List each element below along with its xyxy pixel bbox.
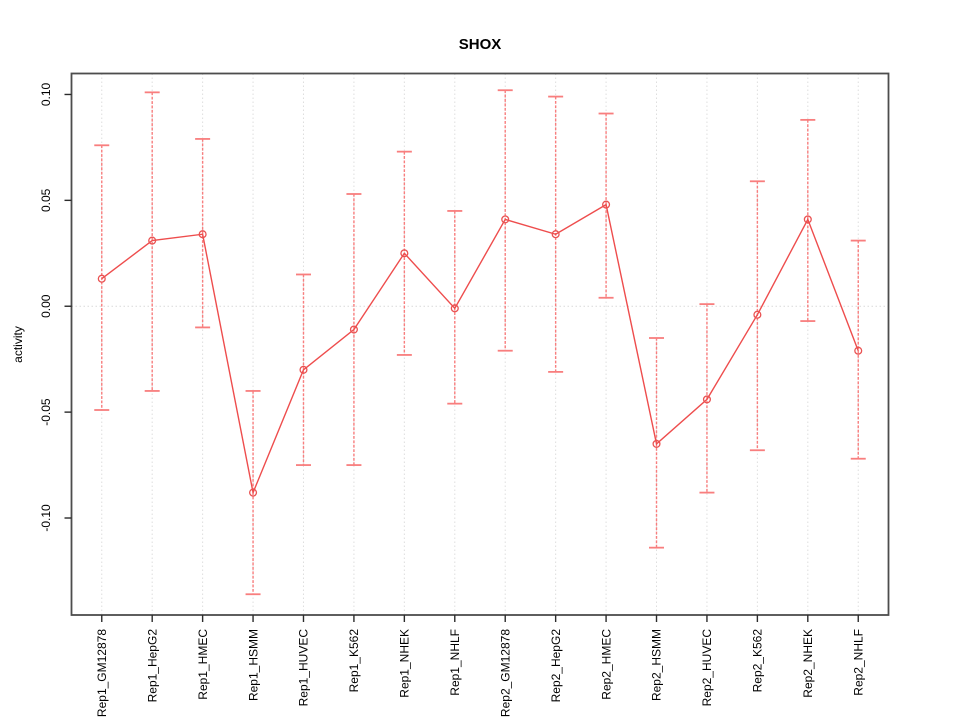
data-line <box>101 203 859 496</box>
data-point-marker <box>854 346 863 355</box>
data-point-marker <box>753 310 762 319</box>
x-tick-label: Rep1_K562 <box>347 629 361 693</box>
data-point-marker <box>97 274 106 283</box>
y-tick-label: -0.10 <box>39 504 53 532</box>
y-tick-label: 0.10 <box>39 82 53 106</box>
data-point-marker <box>148 236 157 245</box>
x-tick-label: Rep1_HSMM <box>246 629 260 701</box>
x-tick-label: Rep2_NHLF <box>851 629 865 696</box>
data-point-marker <box>702 395 711 404</box>
chart-title: SHOX <box>459 36 502 53</box>
data-point-marker <box>450 304 459 313</box>
x-tick-label: Rep1_GM12878 <box>95 629 109 717</box>
data-point-marker <box>198 230 207 239</box>
y-tick-label: -0.05 <box>39 398 53 426</box>
x-tick-label: Rep2_HSMM <box>650 629 664 701</box>
data-point-marker <box>299 365 308 374</box>
x-tick-label: Rep1_NHEK <box>398 629 412 698</box>
data-point-marker <box>249 488 258 497</box>
x-tick-label: Rep2_GM12878 <box>498 629 512 717</box>
x-tick-label: Rep1_HMEC <box>196 629 210 700</box>
x-tick-label: Rep1_HUVEC <box>297 629 311 707</box>
x-tick-label: Rep2_HMEC <box>599 629 613 700</box>
x-tick-label: Rep1_NHLF <box>448 629 462 696</box>
data-point-marker <box>803 215 812 224</box>
data-point-marker <box>602 200 611 209</box>
x-tick-label: Rep2_HepG2 <box>549 629 563 703</box>
y-axis-label: activity <box>11 326 25 363</box>
y-tick-label: 0.05 <box>39 188 53 212</box>
x-tick-label: Rep2_NHEK <box>801 629 815 698</box>
data-point-marker <box>501 215 510 224</box>
x-tick-label: Rep2_HUVEC <box>700 629 714 707</box>
x-tick-label: Rep2_K562 <box>751 629 765 693</box>
y-tick-label: 0.00 <box>39 294 53 318</box>
data-point-marker <box>652 439 661 448</box>
plot-border <box>70 72 890 616</box>
data-point-marker <box>349 325 358 334</box>
x-tick-label: Rep1_HepG2 <box>145 629 159 703</box>
data-point-marker <box>551 230 560 239</box>
data-point-marker <box>400 249 409 258</box>
